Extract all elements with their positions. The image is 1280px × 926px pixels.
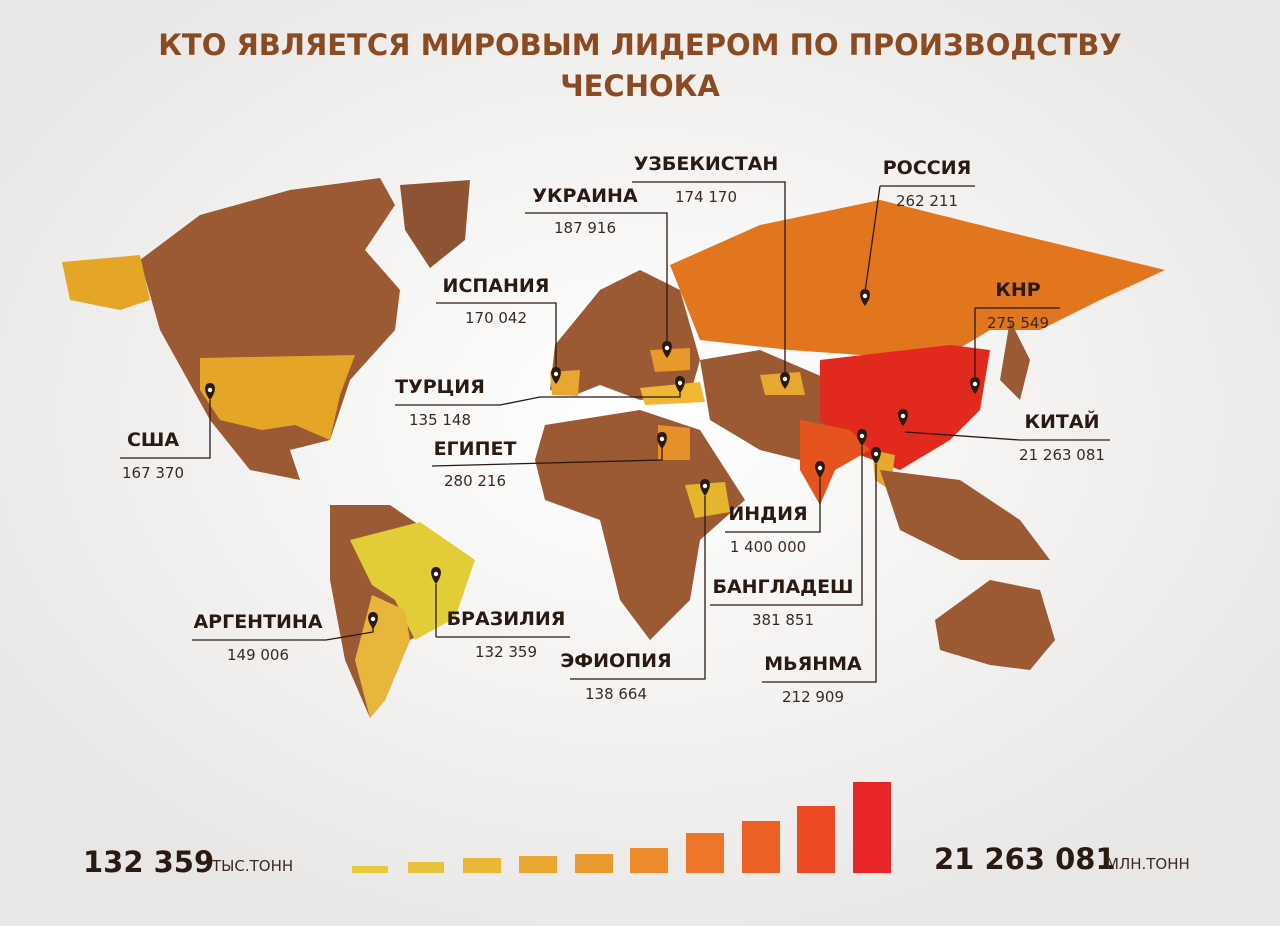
pin-dot — [972, 381, 978, 387]
leader-line — [762, 464, 877, 683]
leader-line — [632, 181, 786, 378]
leader-line — [525, 212, 668, 348]
country-value: 262 211 — [896, 192, 958, 210]
scale-max: 21 263 081 — [934, 842, 1116, 876]
scale-min-unit: ТЫС.ТОНН — [211, 857, 293, 875]
country-name: ЭФИОПИЯ — [560, 650, 671, 672]
pin-dot — [862, 293, 868, 299]
country-name: РОССИЯ — [883, 157, 972, 179]
pin-dot — [900, 413, 906, 419]
leader-line — [904, 431, 1110, 441]
country-value: 132 359 — [475, 643, 537, 661]
country-name: ТУРЦИЯ — [395, 376, 485, 398]
leader-line — [710, 446, 863, 606]
pin-dot — [859, 433, 865, 439]
pin-dot — [782, 376, 788, 382]
title-line: КТО ЯВЛЯЕТСЯ МИРОВЫМ ЛИДЕРОМ ПО ПРОИЗВОД… — [158, 28, 1122, 62]
scale-legend: 132 359 ТЫС.ТОНН 21 263 081 МЛН.ТОНН — [83, 782, 1190, 882]
country-value: 187 916 — [554, 219, 616, 237]
leader-line — [192, 628, 374, 641]
country-value: 135 148 — [409, 411, 471, 429]
country-value: 1 400 000 — [730, 538, 806, 556]
country-value: 149 006 — [227, 646, 289, 664]
country-value: 212 909 — [782, 688, 844, 706]
leader-line — [435, 584, 570, 638]
pin-dot — [370, 616, 376, 622]
country-name: БАНГЛАДЕШ — [712, 576, 853, 598]
pin-dot — [553, 371, 559, 377]
pin-dot — [677, 380, 683, 386]
scale-bar — [630, 848, 668, 873]
leader-line — [431, 448, 663, 467]
country-name: США — [127, 429, 179, 451]
country-name: ИНДИЯ — [728, 503, 807, 525]
leader-line — [395, 392, 681, 406]
scale-bar — [686, 833, 724, 873]
pin-dot — [659, 436, 665, 442]
country-value: 174 170 — [675, 188, 737, 206]
pin-dot — [664, 345, 670, 351]
country-name: ЕГИПЕТ — [434, 438, 517, 460]
scale-bar — [853, 782, 891, 873]
country-value: 275 549 — [987, 314, 1049, 332]
country-value: 170 042 — [465, 309, 527, 327]
country-name: МЬЯНМА — [764, 653, 862, 675]
country-name: УЗБЕКИСТАН — [634, 153, 779, 175]
world-map — [62, 178, 1165, 718]
scale-min: 132 359 — [83, 845, 214, 879]
scale-bar — [797, 806, 835, 873]
scale-bar — [742, 821, 780, 873]
country-value: 280 216 — [444, 472, 506, 490]
country-name: АРГЕНТИНА — [193, 611, 322, 633]
leader-line — [120, 400, 211, 459]
country-value: 138 664 — [585, 685, 647, 703]
country-value: 381 851 — [752, 611, 814, 629]
country-name: ИСПАНИЯ — [443, 275, 550, 297]
leader-line — [725, 478, 821, 533]
leader-line — [864, 185, 975, 293]
country-name: УКРАИНА — [532, 185, 638, 207]
country-value: 21 263 081 — [1019, 446, 1105, 464]
country-name: КИТАЙ — [1025, 410, 1100, 433]
title-line: ЧЕСНОКА — [560, 69, 720, 103]
pin-dot — [702, 483, 708, 489]
pin-dot — [207, 387, 213, 393]
scale-bar — [519, 856, 557, 873]
pin-dot — [433, 571, 439, 577]
country-value: 167 370 — [122, 464, 184, 482]
country-name: БРАЗИЛИЯ — [447, 608, 566, 630]
scale-bar — [408, 862, 444, 873]
leader-line — [570, 496, 706, 680]
pin-dot — [873, 451, 879, 457]
scale-bar — [575, 854, 613, 873]
country-name: КНР — [995, 279, 1040, 301]
pin-dot — [817, 465, 823, 471]
country-labels: УЗБЕКИСТАН 174 170 УКРАИНА 187 916 РОССИЯ 262… — [120, 153, 1110, 706]
leader-line — [974, 307, 1060, 383]
scale-bar — [352, 866, 388, 873]
leader-line — [436, 302, 557, 373]
scale-max-unit: МЛН.ТОНН — [1106, 855, 1190, 873]
scale-bar — [463, 858, 501, 873]
